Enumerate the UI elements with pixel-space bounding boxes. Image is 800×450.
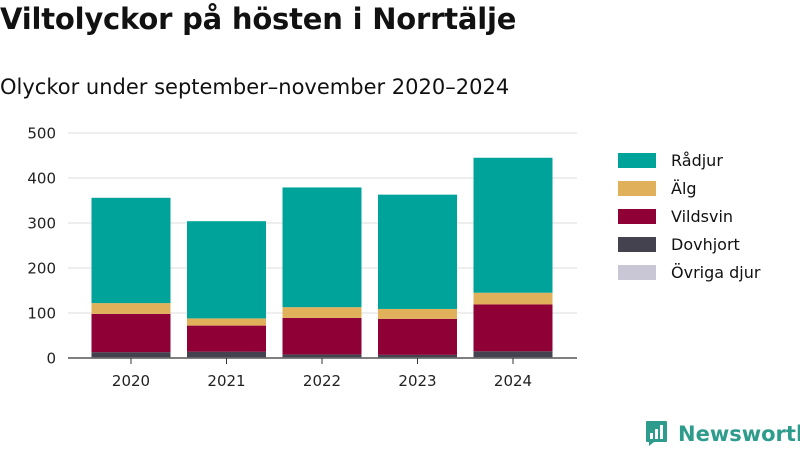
legend-swatch [618, 152, 656, 168]
y-tick-label: 200 [27, 260, 56, 278]
newsworthy-logo-icon [646, 421, 667, 446]
bar-segment-vildsvin [282, 317, 362, 355]
axes: 0 100 200 300 400 500 2020 2021 2022 2023 2024 [27, 125, 577, 390]
bar-segment-älg [473, 292, 553, 305]
legend-label: Dovhjort [671, 234, 740, 254]
legend: Rådjur Älg Vildsvin Dovhjort Övriga djur [618, 146, 760, 286]
legend-item: Övriga djur [618, 258, 760, 286]
legend-label: Älg [671, 178, 697, 198]
bar-segment-rådjur [91, 197, 171, 304]
bar-segment-vildsvin [473, 304, 553, 352]
bar-segment-rådjur [473, 157, 553, 293]
legend-label: Rådjur [671, 150, 723, 170]
bar-segment-rådjur [187, 221, 266, 319]
x-tick-label: 2022 [303, 372, 341, 390]
bar-segment-rådjur [378, 194, 457, 309]
bar-segment-dovhjort [473, 351, 553, 358]
x-tick-label: 2021 [207, 372, 245, 390]
legend-swatch [618, 208, 656, 224]
legend-swatch [618, 264, 656, 280]
bar-segment-älg [282, 307, 362, 318]
bar-segment-älg [91, 303, 171, 314]
bar-segment-dovhjort [91, 352, 171, 358]
y-tick-label: 100 [27, 305, 56, 323]
x-tick-label: 2024 [494, 372, 532, 390]
chart-subtitle: Olyckor under september–november 2020–20… [0, 75, 510, 99]
bars [91, 157, 553, 358]
chart-title: Viltolyckor på hösten i Norrtälje [0, 2, 517, 36]
newsworthy-logo-text: Newsworthy [678, 421, 800, 446]
legend-item: Rådjur [618, 146, 760, 174]
legend-label: Övriga djur [671, 262, 761, 282]
bar-segment-vildsvin [378, 318, 457, 355]
legend-label: Vildsvin [671, 206, 734, 226]
y-tick-label: 400 [27, 170, 56, 188]
legend-item: Dovhjort [618, 230, 760, 258]
x-tick-label: 2023 [398, 372, 436, 390]
bar-segment-vildsvin [187, 325, 266, 352]
legend-swatch [618, 180, 656, 196]
legend-swatch [618, 236, 656, 252]
y-tick-label: 300 [27, 215, 56, 233]
x-tick-label: 2020 [112, 372, 150, 390]
y-tick-label: 0 [46, 350, 56, 368]
bar-segment-dovhjort [282, 354, 362, 358]
legend-item: Vildsvin [618, 202, 760, 230]
bar-segment-älg [187, 318, 266, 326]
bar-segment-rådjur [282, 187, 362, 308]
bar-segment-vildsvin [91, 313, 171, 353]
legend-item: Älg [618, 174, 760, 202]
newsworthy-logo: Newsworthy [645, 420, 800, 447]
y-tick-label: 500 [27, 125, 56, 143]
bar-segment-dovhjort [187, 351, 266, 358]
bar-segment-älg [378, 308, 457, 319]
bar-segment-dovhjort [378, 354, 457, 358]
